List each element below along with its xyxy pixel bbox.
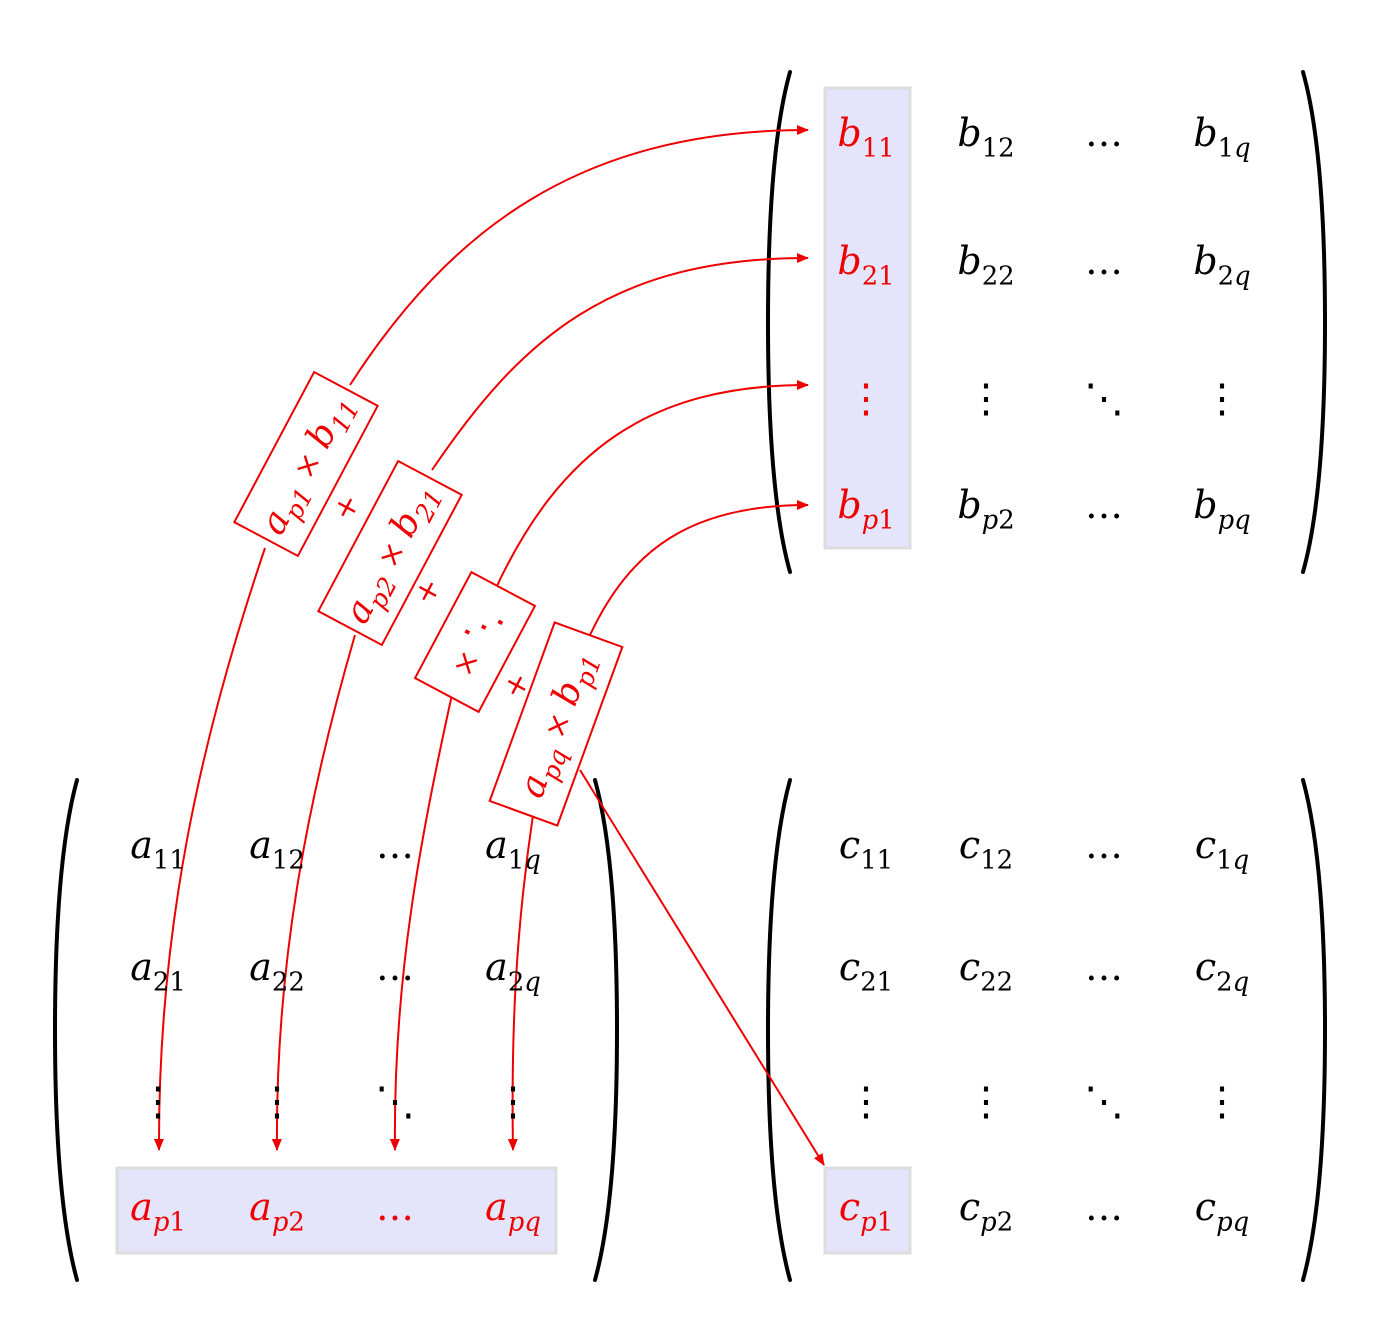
cell-b-p1: bp1 <box>837 483 894 536</box>
cell-c-dots-2-2: ⋱ <box>1084 1079 1124 1125</box>
cell-b-1q: b1q <box>1193 111 1250 164</box>
cell-c-dots-2-3: ⋮ <box>1202 1079 1242 1125</box>
cell-a-1q: a1q <box>485 823 541 876</box>
cell-b-p2: bp2 <box>957 483 1014 536</box>
b-first-column-highlight <box>823 86 912 550</box>
cell-c-1q: c1q <box>1195 823 1249 876</box>
cell-a-p2: ap2 <box>249 1185 305 1238</box>
a-last-row-highlight <box>115 1166 558 1255</box>
product-box-2: ap2 × b21 <box>316 459 464 647</box>
cell-c-p1: cp1 <box>839 1185 893 1238</box>
cell-a-dots-0-2: … <box>376 823 414 867</box>
cell-b-dots-2-2: ⋱ <box>1084 376 1124 422</box>
matrix-a-right-bracket <box>593 778 620 1282</box>
arrow-to-b-dots <box>494 380 809 591</box>
product-box-frame <box>316 459 464 647</box>
arrow-to-a-dots <box>389 689 454 1151</box>
matrix-b: b11 b12 … b1q b21 b22 … b2q ⋮ ⋮ ⋱ ⋮ bp1 bp2 … bpq <box>837 111 1250 536</box>
cell-c-dots-2-0: ⋮ <box>846 1079 886 1125</box>
matrix-c-left-bracket <box>765 778 792 1282</box>
cell-c-12: c12 <box>959 823 1013 876</box>
c-p1-highlight <box>823 1166 912 1255</box>
cell-b-pq: bpq <box>1193 483 1250 536</box>
cell-c-11: c11 <box>839 823 893 876</box>
product-box-frame <box>488 621 624 827</box>
cell-b-12: b12 <box>957 111 1014 164</box>
cell-a-dots-2-3: ⋮ <box>493 1079 533 1125</box>
arrow-to-bp1 <box>589 500 809 636</box>
cell-b-dots-2-1: ⋮ <box>966 376 1006 422</box>
cell-c-21: c21 <box>839 945 893 998</box>
cell-a-12: a12 <box>249 823 305 876</box>
cell-a-dots-2-0: ⋮ <box>138 1079 178 1125</box>
matrix-c: c11 c12 … c1q c21 c22 … c2q ⋮ ⋮ ⋱ ⋮ cp1 cp2 … cpq <box>839 823 1249 1238</box>
cell-c-pq: cpq <box>1195 1185 1249 1238</box>
matrix-a-left-bracket <box>52 778 79 1282</box>
cell-a-dots-3-2: … <box>376 1185 414 1229</box>
cell-a-2q: a2q <box>485 945 541 998</box>
arrow-to-cp1 <box>579 769 825 1166</box>
cell-a-dots-2-2: ⋱ <box>375 1079 415 1125</box>
cell-c-dots-0-2: … <box>1085 823 1123 867</box>
cell-c-p2: cp2 <box>959 1185 1013 1238</box>
arrow-to-ap1 <box>153 547 266 1151</box>
cell-b-2q: b2q <box>1193 239 1250 292</box>
product-label-4: apq × bp1 <box>511 645 607 805</box>
cell-b-dots-2-0: ⋮ <box>846 376 886 422</box>
cell-b-dots-0-2: … <box>1085 111 1123 155</box>
cell-b-dots-2-3: ⋮ <box>1202 376 1242 422</box>
cell-c-22: c22 <box>959 945 1013 998</box>
arrow-to-ap2 <box>271 634 356 1151</box>
cell-b-dots-3-2: … <box>1085 483 1123 527</box>
matrix-b-right-bracket <box>1301 70 1328 574</box>
matrix-a: a11 a12 … a1q a21 a22 … a2q ⋮ ⋮ ⋱ ⋮ ap1 ap2 … apq <box>130 823 541 1238</box>
arrow-to-b21 <box>431 253 809 471</box>
cell-a-11: a11 <box>130 823 186 876</box>
product-box-1: ap1 × b11 <box>232 370 380 558</box>
cell-a-22: a22 <box>249 945 305 998</box>
cell-b-21: b21 <box>837 239 894 292</box>
cell-c-dots-2-1: ⋮ <box>966 1079 1006 1125</box>
cell-b-dots-1-2: … <box>1085 239 1123 283</box>
cell-b-22: b22 <box>957 239 1014 292</box>
matrix-c-right-bracket <box>1301 778 1328 1282</box>
cell-c-2q: c2q <box>1195 945 1249 998</box>
arrow-to-apq <box>507 814 534 1151</box>
product-box-4: apq × bp1 <box>488 621 624 827</box>
product-box-frame <box>413 570 537 714</box>
cell-a-p1: ap1 <box>130 1185 186 1238</box>
arrow-to-b11 <box>349 125 809 386</box>
cell-c-dots-1-2: … <box>1085 945 1123 989</box>
cell-a-pq: apq <box>485 1185 541 1238</box>
cell-c-dots-3-2: … <box>1085 1185 1123 1229</box>
cell-b-11: b11 <box>837 111 894 164</box>
cell-a-dots-2-1: ⋮ <box>257 1079 297 1125</box>
product-box-3: × ⋱ <box>413 570 537 714</box>
cell-a-dots-1-2: … <box>376 945 414 989</box>
cell-a-21: a21 <box>130 945 186 998</box>
matrix-b-left-bracket <box>765 70 792 574</box>
product-box-frame <box>232 370 380 558</box>
